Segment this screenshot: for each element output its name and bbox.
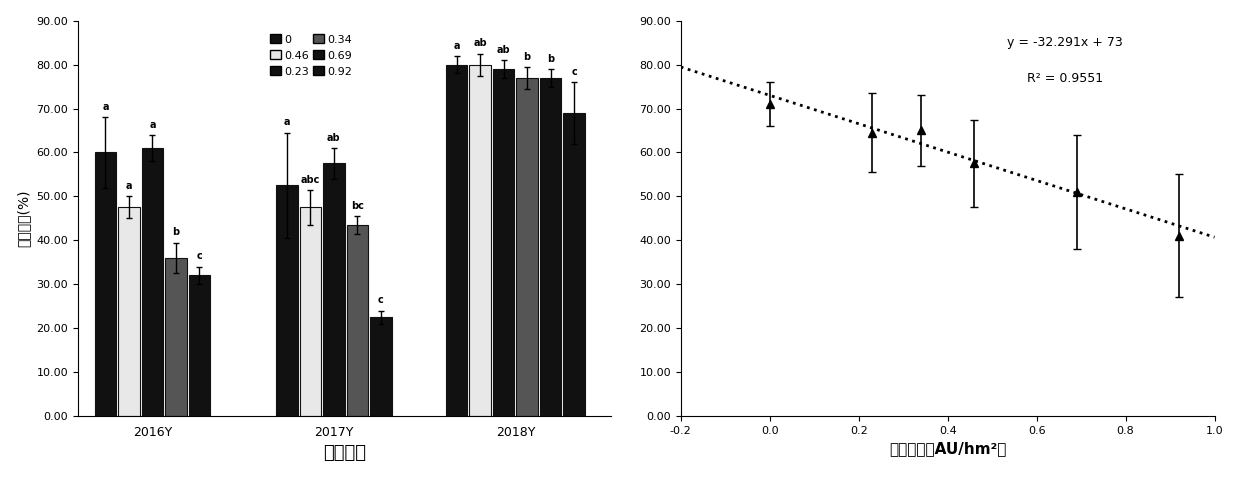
Bar <box>347 225 368 416</box>
Text: a: a <box>284 117 290 127</box>
Bar <box>371 317 392 416</box>
Bar <box>277 185 298 416</box>
Text: c: c <box>196 251 202 262</box>
Text: b: b <box>172 227 180 237</box>
Text: c: c <box>378 296 383 305</box>
Bar <box>563 113 585 416</box>
Bar <box>517 78 538 416</box>
Text: b: b <box>547 54 554 64</box>
Bar <box>94 152 117 416</box>
Text: y = -32.291x + 73: y = -32.291x + 73 <box>1007 36 1123 49</box>
Text: a: a <box>125 181 133 191</box>
Text: c: c <box>572 67 577 77</box>
Text: ab: ab <box>327 133 341 143</box>
Bar <box>539 78 562 416</box>
Y-axis label: 群落盖度(%): 群落盖度(%) <box>16 190 31 247</box>
Text: ab: ab <box>497 45 511 55</box>
Text: b: b <box>523 52 531 61</box>
Text: ab: ab <box>474 38 487 48</box>
Bar <box>470 65 491 416</box>
X-axis label: 放牧强度（AU/hm²）: 放牧强度（AU/hm²） <box>889 441 1007 456</box>
Bar <box>141 148 164 416</box>
Bar <box>300 207 321 416</box>
Bar <box>494 69 515 416</box>
Text: a: a <box>102 102 109 112</box>
Text: R² = 0.9551: R² = 0.9551 <box>1027 72 1104 85</box>
X-axis label: 放牧时间: 放牧时间 <box>324 445 366 462</box>
Bar <box>118 207 140 416</box>
Bar <box>324 163 345 416</box>
Text: a: a <box>454 41 460 51</box>
Bar <box>165 258 186 416</box>
Legend: 0, 0.46, 0.23, 0.34, 0.69, 0.92: 0, 0.46, 0.23, 0.34, 0.69, 0.92 <box>270 34 352 77</box>
Text: a: a <box>149 120 156 130</box>
Text: abc: abc <box>301 174 320 184</box>
Bar <box>446 65 467 416</box>
Bar <box>188 275 210 416</box>
Text: bc: bc <box>351 201 363 211</box>
